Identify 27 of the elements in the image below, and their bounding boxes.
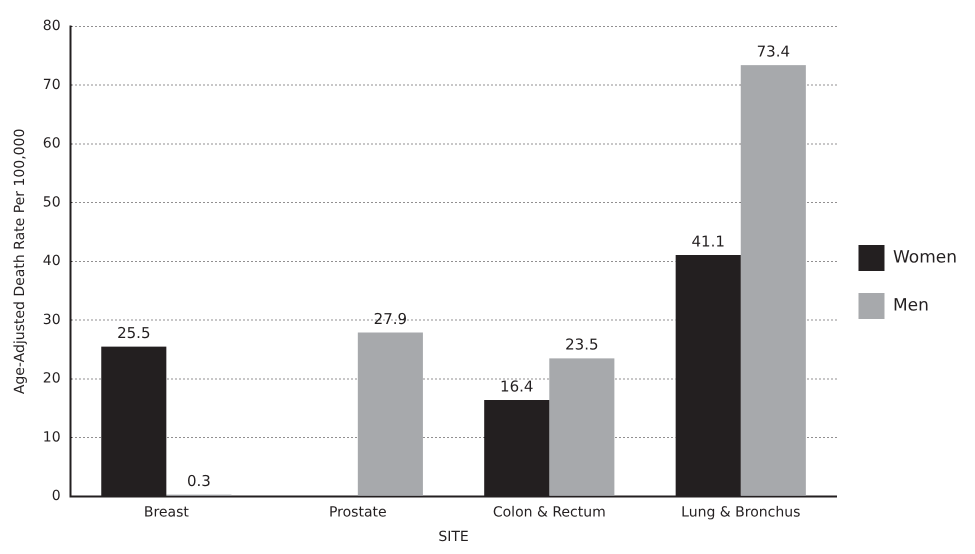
data-label: 23.5 (565, 336, 599, 354)
y-tick-label: 0 (52, 488, 61, 504)
data-label: 16.4 (500, 377, 534, 396)
y-tick-label: 70 (42, 76, 61, 93)
y-axis-title: Age-Adjusted Death Rate Per 100,000 (12, 128, 28, 394)
y-tick-label: 10 (42, 429, 61, 446)
y-tick-label: 30 (42, 312, 61, 328)
x-tick-label: Lung & Bronchus (681, 504, 800, 520)
y-tick-label: 20 (42, 370, 61, 387)
legend-label: Men (892, 295, 929, 316)
bar (358, 332, 423, 496)
x-tick-label: Prostate (328, 504, 387, 520)
y-tick-label: 60 (42, 136, 61, 152)
y-tick-label: 50 (42, 194, 61, 210)
data-label: 27.9 (374, 310, 408, 328)
data-label: 25.5 (117, 324, 151, 342)
x-tick-label: Breast (144, 504, 190, 520)
y-tick-label: 40 (42, 253, 61, 270)
data-label: 73.4 (756, 42, 790, 61)
y-tick-label: 80 (42, 18, 61, 34)
bar (740, 65, 806, 496)
x-axis-title: SITE (438, 529, 469, 546)
x-tick-label: Colon & Rectum (492, 504, 606, 520)
bar (549, 358, 614, 496)
data-label: 41.1 (692, 232, 725, 250)
legend-label: Women (892, 247, 958, 268)
data-label: 0.3 (186, 472, 211, 490)
